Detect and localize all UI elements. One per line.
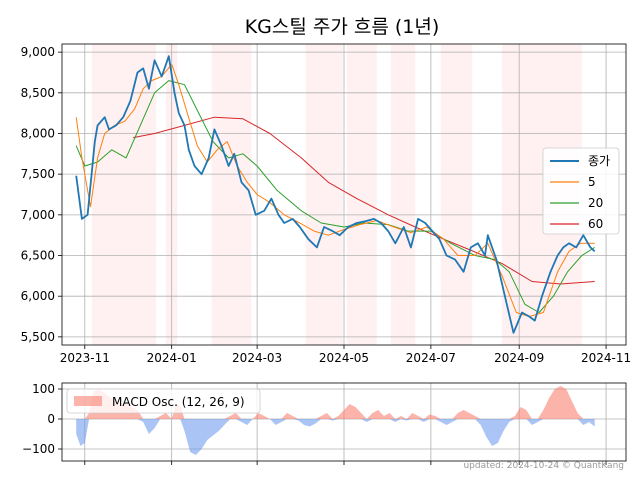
macd-legend-swatch (74, 396, 102, 406)
y-tick-label: 5,500 (21, 330, 55, 344)
legend-label: 종가 (588, 154, 610, 168)
macd-y-tick-label: 0 (47, 412, 55, 426)
shaded-period (305, 44, 343, 345)
x-tick-label: 2024-05 (319, 351, 369, 365)
footer-credit: updated: 2024-10-24 © QuantKang (463, 461, 624, 471)
macd-legend-label: MACD Osc. (12, 26, 9) (112, 395, 245, 409)
x-tick-label: 2023-11 (60, 351, 110, 365)
x-tick-label: 2024-07 (406, 351, 456, 365)
shaded-period (440, 44, 473, 345)
legend-box (542, 147, 620, 235)
macd-legend-box (66, 388, 261, 414)
series-line-ma60 (133, 116, 595, 285)
macd-y-tick-label: −100 (22, 442, 55, 456)
y-tick-label: 7,500 (21, 167, 55, 181)
shaded-period (391, 44, 416, 345)
macd-frame (61, 382, 627, 462)
macd-negative-area (76, 419, 595, 455)
chart-title: KG스틸 주가 흐름 (1년) (245, 16, 440, 38)
y-tick-label: 9,000 (21, 45, 55, 59)
legend-label: 5 (588, 175, 596, 189)
series-line-ma20 (75, 80, 595, 313)
shaded-period (91, 44, 156, 345)
macd-oscillator-panel: 100 0 −100 MACD Osc. (12, 26, 9) (22, 382, 627, 465)
series-line-close (75, 55, 596, 334)
shaded-period (211, 44, 252, 345)
y-tick-label: 7,000 (21, 208, 55, 222)
plot-frame (61, 43, 627, 346)
x-tick-label: 2024-01 (147, 351, 197, 365)
macd-positive-area (76, 386, 595, 419)
y-tick-label: 8,000 (21, 126, 55, 140)
legend-label: 60 (588, 217, 603, 231)
shaded-period (346, 44, 377, 345)
x-tick-label: 2024-03 (232, 351, 282, 365)
y-tick-label: 6,500 (21, 249, 55, 263)
y-tick-label: 6,000 (21, 289, 55, 303)
macd-y-tick-label: 100 (32, 382, 55, 396)
price-chart-panel: 2023-11 2024-01 2024-03 2024-05 2024-07 2024-… (21, 43, 631, 365)
x-tick-label: 2024-11 (581, 351, 631, 365)
legend-label: 20 (588, 196, 603, 210)
x-tick-label: 2024-09 (494, 351, 544, 365)
y-tick-label: 8,500 (21, 86, 55, 100)
